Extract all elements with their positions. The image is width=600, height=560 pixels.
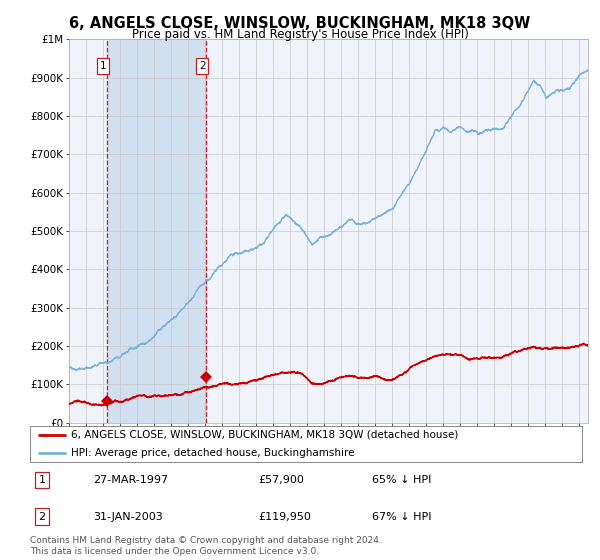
Text: 1: 1: [100, 61, 106, 71]
Text: HPI: Average price, detached house, Buckinghamshire: HPI: Average price, detached house, Buck…: [71, 448, 355, 458]
Bar: [107, 39, 206, 423]
Text: 1: 1: [38, 475, 46, 485]
Text: £57,900: £57,900: [258, 475, 304, 485]
Text: 2: 2: [199, 61, 206, 71]
Text: 65% ↓ HPI: 65% ↓ HPI: [372, 475, 431, 485]
Text: Contains HM Land Registry data © Crown copyright and database right 2024.
This d: Contains HM Land Registry data © Crown c…: [30, 536, 382, 556]
Text: 2: 2: [38, 512, 46, 521]
Text: 6, ANGELS CLOSE, WINSLOW, BUCKINGHAM, MK18 3QW (detached house): 6, ANGELS CLOSE, WINSLOW, BUCKINGHAM, MK…: [71, 430, 459, 440]
Text: 31-JAN-2003: 31-JAN-2003: [93, 512, 163, 521]
Text: 6, ANGELS CLOSE, WINSLOW, BUCKINGHAM, MK18 3QW: 6, ANGELS CLOSE, WINSLOW, BUCKINGHAM, MK…: [70, 16, 530, 31]
Text: Price paid vs. HM Land Registry's House Price Index (HPI): Price paid vs. HM Land Registry's House …: [131, 28, 469, 41]
Text: £119,950: £119,950: [258, 512, 311, 521]
Text: 67% ↓ HPI: 67% ↓ HPI: [372, 512, 431, 521]
Text: 27-MAR-1997: 27-MAR-1997: [93, 475, 168, 485]
